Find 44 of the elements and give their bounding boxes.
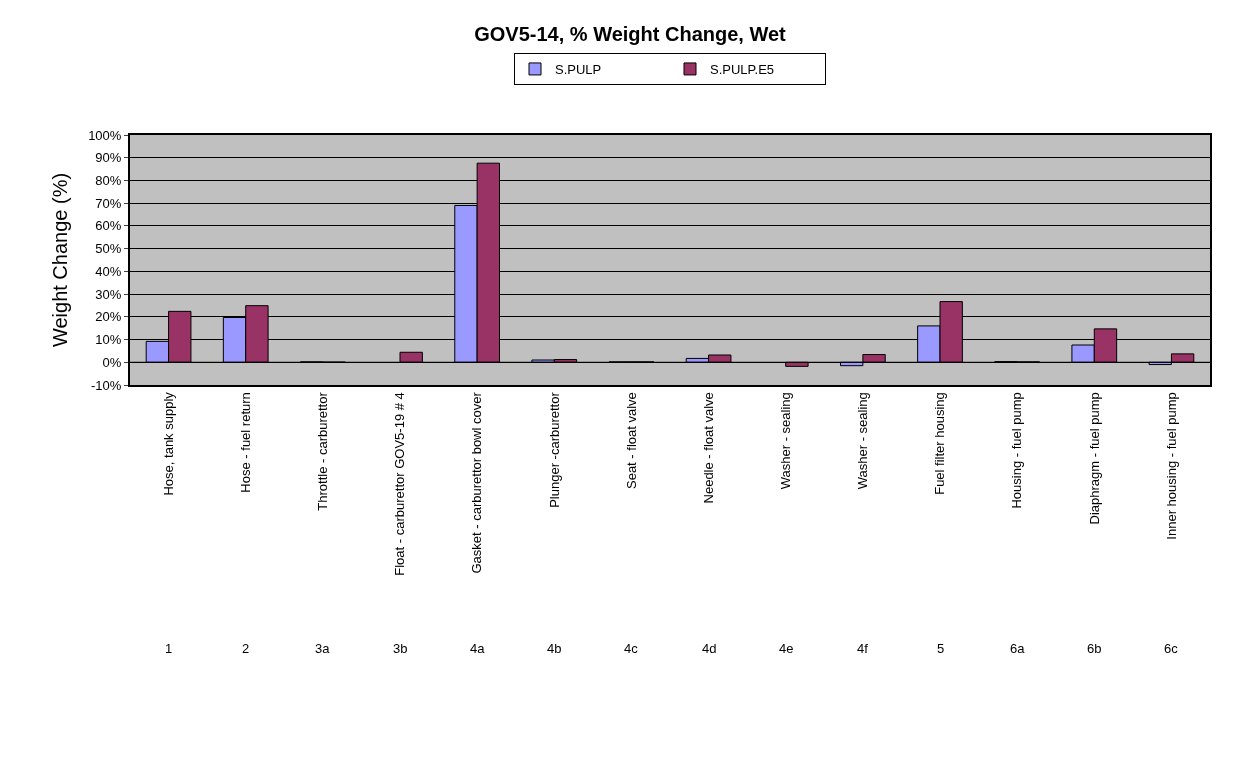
y-tick-label: 20%: [95, 309, 122, 325]
x-tick-label: Needle - float valve: [700, 392, 716, 504]
y-tick-label: 70%: [95, 195, 122, 211]
y-tick-label: 40%: [95, 263, 122, 279]
x-tick-label: Plunger -carburettor: [546, 391, 562, 508]
x-tick-label: Gasket - carburettor bowl cover: [469, 391, 485, 574]
x-tick-label: Throttle - carburettor: [315, 391, 331, 511]
x-tick-label: Seat - float valve: [623, 392, 639, 490]
text: 4d: [702, 641, 717, 656]
text: 3a: [315, 641, 331, 656]
x-tick-label: Fuel filter housing: [932, 392, 948, 495]
y-tick-label: 90%: [95, 150, 122, 166]
y-tick-label: 60%: [95, 218, 122, 234]
text: 4c: [624, 641, 639, 656]
chart-title: GOV5-14, % Weight Change, Wet: [474, 22, 787, 45]
text: 4a: [470, 641, 486, 656]
legend-label: S.PULP: [555, 62, 602, 78]
text: 6b: [1087, 641, 1102, 656]
text: 4f: [857, 641, 869, 656]
y-tick-label: 80%: [95, 173, 122, 188]
text: 4b: [547, 641, 562, 656]
x-tick-label: Washer - sealing: [777, 392, 793, 490]
x-tick-label: Float - carburettor GOV5-19 # 4: [392, 392, 408, 576]
text: 6c: [1164, 641, 1179, 656]
legend-label: S.PULP.E5: [710, 62, 775, 78]
y-tick-label: 10%: [95, 332, 122, 348]
x-tick-label: Housing - fuel pump: [1009, 392, 1025, 509]
y-axis-title: Weight Change (%): [49, 172, 72, 348]
text: 3b: [393, 641, 408, 656]
y-tick-label: 30%: [95, 286, 122, 302]
text: 6a: [1010, 641, 1026, 656]
text: 4e: [779, 641, 794, 656]
text: 1: [165, 641, 173, 656]
y-tick-label: -10%: [91, 377, 122, 393]
x-tick-label: Hose - fuel return: [237, 392, 253, 493]
x-tick-label: Inner housing - fuel pump: [1163, 392, 1179, 540]
y-tick-label: 50%: [95, 241, 122, 257]
y-tick-label: 0%: [102, 354, 122, 370]
x-tick-label: Diaphragm - fuel pump: [1086, 392, 1102, 525]
text: 2: [242, 641, 250, 656]
x-tick-label: Washer - sealing: [855, 392, 871, 490]
x-tick-label: Hose, tank supply: [160, 391, 176, 496]
y-tick-label: 100%: [88, 127, 122, 143]
text: 5: [937, 641, 945, 656]
